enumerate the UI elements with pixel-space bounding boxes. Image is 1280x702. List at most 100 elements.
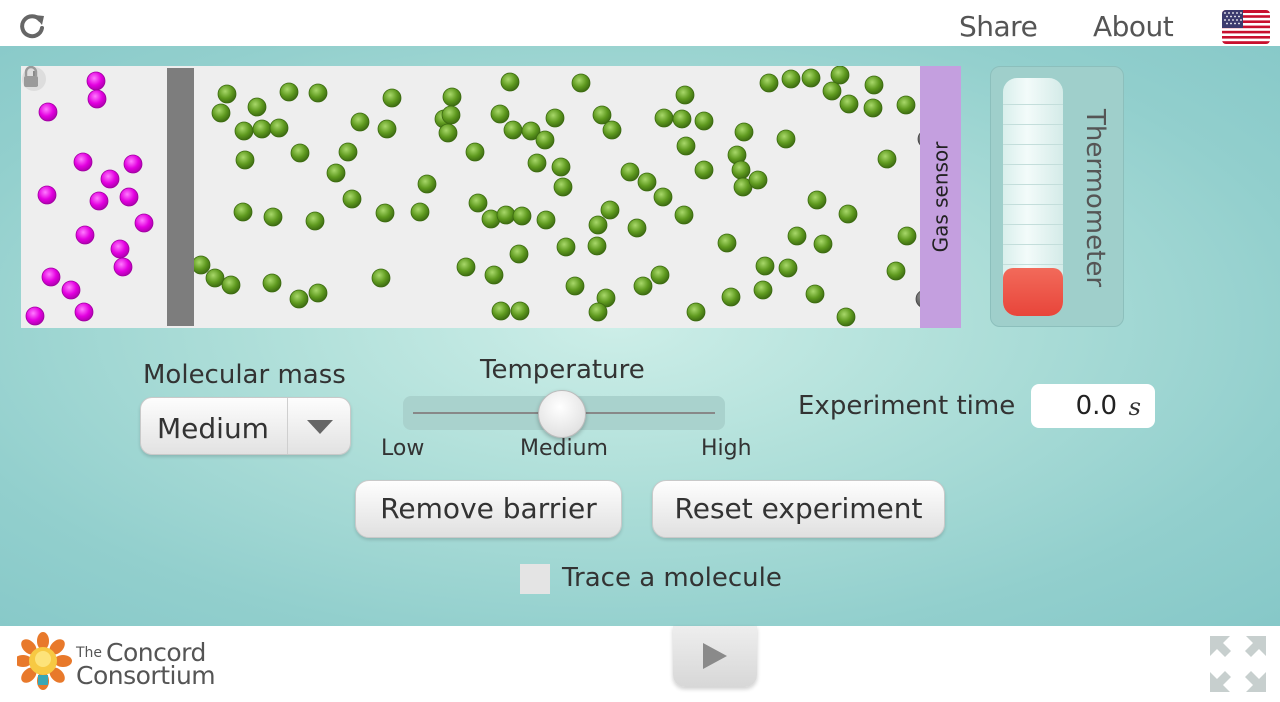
green-molecule <box>205 268 225 288</box>
green-molecule <box>838 204 858 224</box>
thermometer-tick <box>1003 244 1063 245</box>
molecular-mass-select[interactable]: Medium <box>140 397 351 455</box>
green-molecule <box>545 108 565 128</box>
magenta-molecule <box>134 213 154 233</box>
concord-logo-icon[interactable] <box>17 631 77 695</box>
green-molecule <box>805 284 825 304</box>
green-molecule <box>308 83 328 103</box>
green-molecule <box>527 153 547 173</box>
green-molecule <box>787 226 807 246</box>
green-molecule <box>633 276 653 296</box>
green-molecule <box>305 211 325 231</box>
green-molecule <box>442 87 462 107</box>
thermometer-tick <box>1003 264 1063 265</box>
green-molecule <box>672 109 692 129</box>
green-molecule <box>650 265 670 285</box>
molecules-layer <box>25 66 937 327</box>
temperature-slider-thumb[interactable] <box>538 390 586 438</box>
green-molecule <box>717 233 737 253</box>
dropdown-arrow-icon <box>307 420 333 434</box>
gas-sensor-label-wrap: Gas sensor <box>920 66 961 328</box>
magenta-molecule <box>119 187 139 207</box>
green-molecule <box>734 122 754 142</box>
green-molecule <box>676 136 696 156</box>
green-molecule <box>338 142 358 162</box>
us-flag-icon[interactable] <box>1222 10 1270 44</box>
green-molecule <box>694 111 714 131</box>
share-link[interactable]: Share <box>959 10 1038 43</box>
green-molecule <box>602 120 622 140</box>
green-molecule <box>592 105 612 125</box>
green-molecule <box>748 170 768 190</box>
green-molecule <box>417 174 437 194</box>
reload-icon[interactable] <box>18 12 46 40</box>
bottom-bar: The Concord Consortium <box>0 626 1280 702</box>
green-molecule <box>490 104 510 124</box>
green-molecule <box>896 95 916 115</box>
trace-molecule-checkbox[interactable] <box>520 564 550 594</box>
magenta-molecule <box>74 302 94 322</box>
green-molecule <box>496 205 516 225</box>
green-molecule <box>588 215 608 235</box>
green-molecule <box>755 256 775 276</box>
green-molecule <box>512 206 532 226</box>
main-panel: Gas sensor Thermometer Molecular mass Me… <box>0 46 1280 626</box>
thermometer-tick <box>1003 144 1063 145</box>
green-molecule <box>571 73 591 93</box>
green-molecule <box>600 200 620 220</box>
green-molecule <box>830 66 850 85</box>
green-molecule <box>863 98 883 118</box>
green-molecule <box>375 203 395 223</box>
play-button[interactable] <box>673 626 757 687</box>
green-molecule <box>235 150 255 170</box>
green-molecule <box>500 72 520 92</box>
logo-text-the: The <box>76 645 103 661</box>
experiment-time-label: Experiment time <box>798 391 1016 421</box>
temperature-slider[interactable] <box>403 390 725 438</box>
remove-barrier-button[interactable]: Remove barrier <box>355 480 622 538</box>
green-molecule <box>191 255 211 275</box>
green-molecule <box>551 157 571 177</box>
magenta-molecule <box>25 306 45 326</box>
temperature-tick-high: High <box>701 436 752 461</box>
green-molecule <box>686 302 706 322</box>
thermometer-tick <box>1003 204 1063 205</box>
green-molecule <box>350 112 370 132</box>
green-molecule <box>886 261 906 281</box>
reset-experiment-button[interactable]: Reset experiment <box>652 480 945 538</box>
logo-text-concord: Concord <box>106 638 206 667</box>
thermometer-tick <box>1003 184 1063 185</box>
green-molecule <box>813 234 833 254</box>
green-molecule <box>456 257 476 277</box>
thermometer-fill <box>1003 268 1063 316</box>
green-molecule <box>694 160 714 180</box>
green-molecule <box>587 236 607 256</box>
green-molecule <box>721 287 741 307</box>
temperature-label: Temperature <box>480 355 645 385</box>
green-molecule <box>221 275 241 295</box>
thermometer-tick <box>1003 104 1063 105</box>
select-divider <box>287 398 288 454</box>
green-molecule <box>211 103 231 123</box>
temperature-tick-medium: Medium <box>520 436 608 461</box>
fullscreen-icon[interactable] <box>1208 634 1268 694</box>
experiment-time-unit: s <box>1128 393 1141 421</box>
about-link[interactable]: About <box>1093 10 1174 43</box>
trace-molecule-label[interactable]: Trace a molecule <box>562 563 782 593</box>
green-molecule <box>217 84 237 104</box>
green-molecule <box>535 130 555 150</box>
magenta-molecule <box>41 267 61 287</box>
green-molecule <box>503 120 523 140</box>
green-molecule <box>521 121 541 141</box>
logo-text-consortium: Consortium <box>76 661 216 690</box>
top-bar: Share About <box>0 0 1280 47</box>
lock-icon[interactable] <box>21 66 41 88</box>
thermometer-label-wrap: Thermometer <box>1066 67 1124 328</box>
magenta-molecule <box>123 154 143 174</box>
green-molecule <box>536 210 556 230</box>
magenta-molecule <box>73 152 93 172</box>
thermometer-tick <box>1003 124 1063 125</box>
gas-container[interactable]: Gas sensor <box>21 66 961 328</box>
thermometer-tick <box>1003 164 1063 165</box>
green-molecule <box>801 68 821 88</box>
